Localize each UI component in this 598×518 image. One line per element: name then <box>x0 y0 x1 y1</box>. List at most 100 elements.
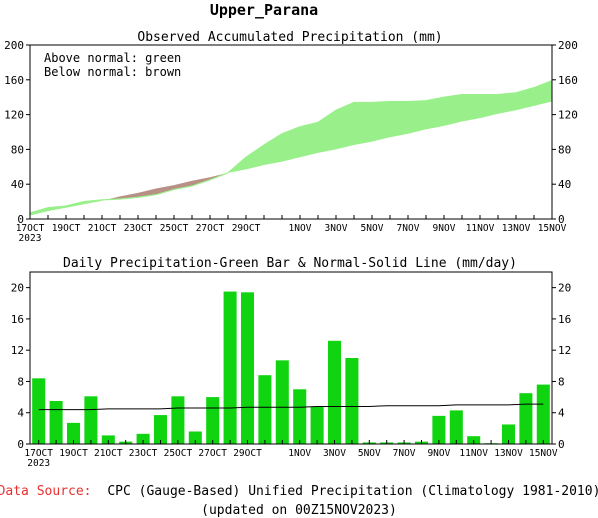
x-tick-label: 21OCT <box>88 223 117 234</box>
daily-bar <box>501 424 516 444</box>
x-tick-label: 29OCT <box>233 448 262 459</box>
above-normal-segment <box>372 101 390 142</box>
daily-bar <box>66 422 81 444</box>
x-tick-label: 29OCT <box>232 223 261 234</box>
y-tick-label-right: 0 <box>558 213 565 226</box>
x-tick-label: 9NOV <box>427 448 450 459</box>
accumulated-line-layer <box>29 80 553 214</box>
daily-bar-layer <box>32 291 550 444</box>
above-normal-segment <box>534 80 552 106</box>
x-tick-label: 5NOV <box>361 223 384 234</box>
x-tick-label: 23OCT <box>129 448 158 459</box>
daily-bar <box>449 410 463 444</box>
y-tick-label-right: 0 <box>558 438 565 451</box>
daily-bar <box>258 375 272 444</box>
y-tick-label-right: 160 <box>558 74 578 87</box>
daily-bar <box>536 384 550 444</box>
x-tick-year: 2023 <box>19 233 42 244</box>
x-tick-label: 17OCT <box>24 448 53 459</box>
above-normal-segment <box>264 133 282 166</box>
y-tick-label-right: 12 <box>558 344 571 357</box>
y-tick-label-right: 120 <box>558 109 578 122</box>
x-tick-label: 25OCT <box>160 223 189 234</box>
daily-bar <box>32 378 46 444</box>
y-tick-label-right: 20 <box>558 282 571 295</box>
y-tick-label-left: 8 <box>17 375 24 388</box>
above-normal-segment <box>300 122 318 158</box>
y-tick-label-right: 40 <box>558 178 571 191</box>
daily-bar <box>293 389 307 444</box>
above-normal-segment <box>390 101 408 138</box>
daily-normal-line-layer <box>38 403 544 411</box>
daily-bar <box>519 393 533 444</box>
x-tick-label: 11NOV <box>466 223 495 234</box>
above-normal-segment <box>246 145 264 170</box>
data-source-label: Data Source: <box>0 484 92 499</box>
daily-bar <box>101 435 115 444</box>
below-normal-segment <box>192 177 210 186</box>
x-tick-label: 7NOV <box>393 448 416 459</box>
x-tick-label: 15NOV <box>529 448 558 459</box>
x-tick-label: 1NOV <box>289 223 312 234</box>
above-normal-segment <box>498 92 516 114</box>
x-tick-label: 5NOV <box>358 448 381 459</box>
x-tick-label: 15NOV <box>538 223 567 234</box>
x-tick-label: 13NOV <box>494 448 523 459</box>
above-normal-segment <box>516 87 534 111</box>
y-tick-label-left: 80 <box>11 143 24 156</box>
y-tick-label-left: 0 <box>17 213 24 226</box>
above-normal-segment <box>318 110 336 153</box>
y-tick-label-left: 12 <box>11 344 24 357</box>
x-tick-label: 11NOV <box>459 448 488 459</box>
y-tick-label-right: 8 <box>558 375 565 388</box>
above-normal-segment <box>354 102 372 146</box>
daily-bar <box>275 360 289 444</box>
y-tick-label-left: 160 <box>4 74 24 87</box>
daily-bar <box>171 396 185 444</box>
observed-accumulated-line <box>29 80 553 214</box>
y-tick-label-right: 16 <box>558 313 571 326</box>
data-source-text: CPC (Gauge-Based) Unified Precipitation … <box>107 484 598 499</box>
y-tick-label-right: 4 <box>558 407 565 420</box>
x-tick-year: 2023 <box>27 458 50 469</box>
x-tick-label: 19OCT <box>59 448 88 459</box>
y-tick-label-left: 16 <box>11 313 24 326</box>
below-normal-segment <box>156 185 174 195</box>
y-tick-label-left: 40 <box>11 178 24 191</box>
above-normal-segment <box>462 94 480 122</box>
x-tick-label: 19OCT <box>52 223 81 234</box>
updated-timestamp: (updated on 00Z15NOV2023) <box>201 503 397 518</box>
legend-below-normal: Below normal: brown <box>44 65 181 79</box>
y-tick-label-left: 20 <box>11 282 24 295</box>
daily-bar <box>432 415 446 444</box>
y-tick-label-right: 200 <box>558 39 578 52</box>
accumulated-fill-layer <box>30 80 552 216</box>
x-tick-label: 9NOV <box>433 223 456 234</box>
above-normal-segment <box>336 102 354 150</box>
above-normal-segment <box>30 207 48 216</box>
y-tick-label-left: 200 <box>4 39 24 52</box>
accumulated-plot-frame <box>29 44 553 220</box>
daily-bar <box>223 291 237 444</box>
x-tick-label: 3NOV <box>325 223 348 234</box>
daily-normal-line <box>38 403 544 411</box>
daily-chart-title: Daily Precipitation-Green Bar & Normal-S… <box>63 256 517 271</box>
x-tick-label: 25OCT <box>164 448 193 459</box>
daily-bar <box>206 397 220 444</box>
x-tick-label: 27OCT <box>196 223 225 234</box>
y-tick-label-left: 120 <box>4 109 24 122</box>
daily-bar <box>310 406 324 444</box>
x-tick-label: 1NOV <box>288 448 311 459</box>
above-normal-segment <box>282 126 300 162</box>
x-tick-label: 21OCT <box>94 448 123 459</box>
accumulated-chart-title: Observed Accumulated Precipitation (mm) <box>137 30 442 45</box>
y-tick-label-left: 4 <box>17 407 24 420</box>
daily-bar <box>240 292 255 444</box>
region-title: Upper_Parana <box>210 1 318 19</box>
x-tick-label: 7NOV <box>397 223 420 234</box>
daily-bar <box>327 340 342 444</box>
daily-chart: Daily Precipitation-Green Bar & Normal-S… <box>11 256 572 469</box>
